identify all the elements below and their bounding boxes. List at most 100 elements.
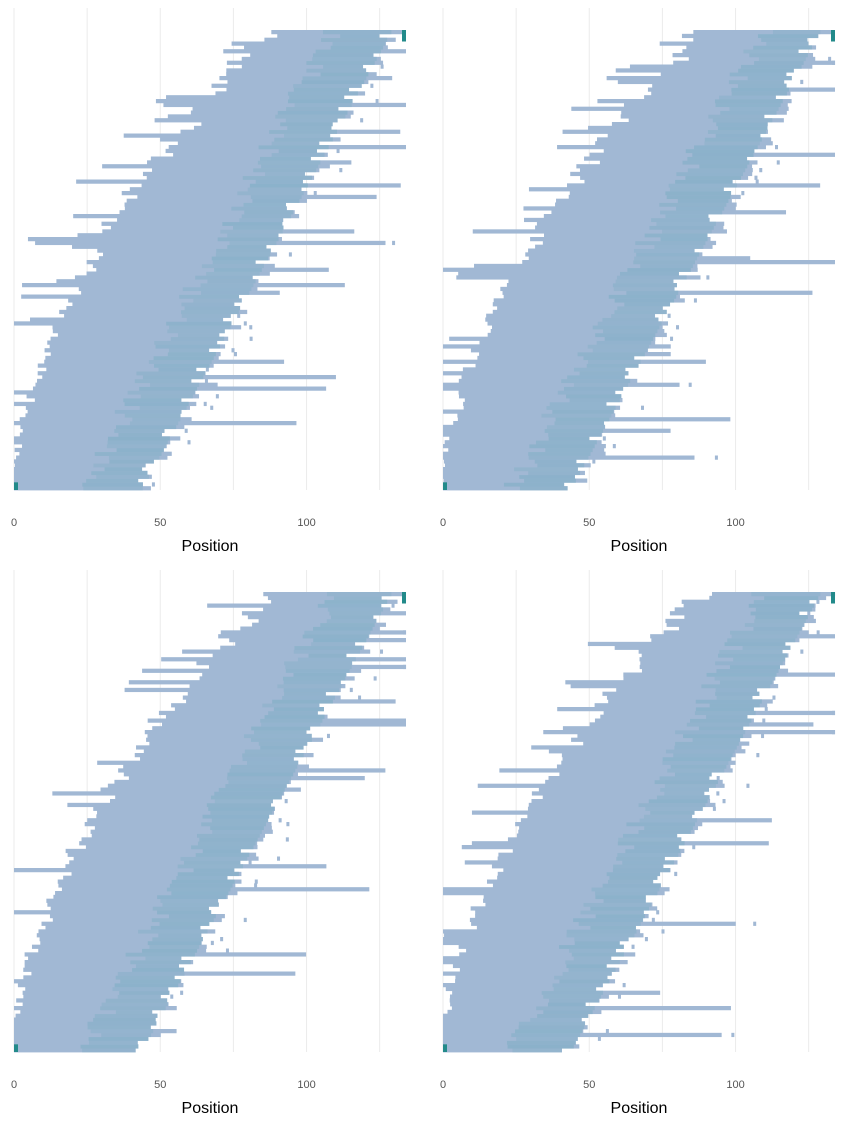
heatmap-row	[463, 401, 607, 407]
heatmap-band	[627, 267, 691, 272]
heatmap-row	[660, 72, 787, 77]
heatmap-band	[260, 745, 304, 750]
heatmap-band	[648, 799, 708, 804]
heatmap-cell	[254, 883, 258, 888]
heatmap-row	[126, 198, 308, 203]
heatmap-row	[56, 279, 259, 284]
heatmap-cell	[237, 313, 241, 318]
heatmap-row	[447, 1009, 602, 1015]
heatmap-band	[225, 783, 287, 788]
heatmap-band	[569, 398, 620, 403]
heatmap-cell	[597, 1036, 601, 1041]
heatmap-band	[662, 756, 731, 762]
heatmap-band	[87, 1021, 157, 1026]
heatmap-row	[73, 214, 300, 219]
heatmap-band	[660, 787, 710, 792]
heatmap-row	[117, 217, 284, 223]
heatmap-band	[708, 114, 765, 119]
heatmap-cell	[612, 444, 616, 449]
heatmap-row	[101, 221, 283, 226]
heatmap-band	[730, 630, 800, 635]
heatmap-row	[134, 753, 314, 758]
heatmap-band	[129, 421, 179, 426]
heatmap-band	[220, 229, 283, 234]
heatmap-band	[738, 68, 794, 73]
heatmap-band	[755, 607, 813, 612]
heatmap-row	[444, 463, 591, 468]
heatmap-band	[155, 344, 221, 349]
heatmap-row	[629, 64, 813, 69]
heatmap-band	[166, 321, 232, 326]
heatmap-band	[685, 175, 741, 180]
heatmap-row	[542, 240, 717, 246]
heatmap-row	[580, 175, 749, 180]
heatmap-row	[37, 363, 214, 368]
heatmap-cell	[753, 921, 757, 926]
heatmap-band	[753, 626, 802, 631]
heatmap-row	[512, 848, 685, 854]
heatmap-band	[677, 198, 729, 203]
heatmap-band	[535, 440, 597, 445]
x-tick-label: 0	[11, 517, 17, 529]
heatmap-band	[284, 133, 331, 138]
heatmap-band	[331, 615, 374, 620]
heatmap-panel-top-right: 0 50 100 Position	[429, 0, 858, 562]
heatmap-row	[123, 133, 331, 138]
heatmap-band	[285, 664, 352, 670]
heatmap-band	[715, 102, 781, 108]
heatmap-band	[753, 599, 810, 604]
heatmap-row	[459, 967, 620, 972]
heatmap-row	[544, 233, 708, 238]
heatmap-band	[117, 971, 185, 976]
heatmap-row	[461, 375, 625, 380]
heatmap-band	[252, 198, 300, 203]
heatmap-band	[167, 352, 216, 357]
heatmap-band	[153, 355, 214, 361]
heatmap-cell	[373, 676, 377, 681]
heatmap-band	[595, 332, 656, 338]
heatmap-band	[278, 148, 317, 154]
heatmap-row	[196, 661, 353, 666]
heatmap-band	[243, 733, 312, 739]
heatmap-row	[177, 141, 320, 146]
heatmap-band	[106, 444, 166, 449]
heatmap-row	[209, 664, 406, 670]
heatmap-cell	[832, 730, 836, 735]
heatmap-band	[552, 409, 614, 414]
heatmap-band	[152, 906, 209, 911]
heatmap-row	[448, 447, 605, 453]
x-tick-label: 50	[154, 1079, 166, 1091]
heatmap-row	[22, 990, 170, 995]
heatmap-band	[511, 1032, 581, 1038]
heatmap-row	[46, 367, 197, 372]
heatmap-band	[226, 776, 292, 781]
heatmap-cell	[243, 321, 247, 326]
heatmap-row	[443, 887, 670, 892]
heatmap-band	[107, 440, 168, 445]
heatmap-band	[250, 737, 312, 742]
heatmap-row	[443, 409, 615, 414]
heatmap-row	[491, 864, 664, 869]
heatmap-cell	[285, 837, 289, 842]
heatmap-band	[228, 779, 289, 785]
heatmap-row	[25, 405, 190, 410]
heatmap-band	[549, 401, 607, 407]
heatmap-row	[14, 1048, 136, 1053]
heatmap-cell	[759, 168, 763, 173]
heatmap-band	[90, 1029, 154, 1034]
heatmap-row	[28, 956, 182, 961]
heatmap-band	[107, 436, 170, 441]
heatmap-band	[237, 191, 304, 196]
heatmap-row	[49, 344, 226, 349]
heatmap-row	[76, 179, 303, 184]
heatmap-band	[622, 833, 678, 838]
heatmap-band	[603, 898, 646, 903]
heatmap-band	[210, 810, 273, 815]
heatmap-band	[662, 760, 729, 765]
heatmap-cell	[674, 871, 678, 877]
heatmap-row	[20, 1009, 153, 1015]
heatmap-band	[211, 818, 269, 823]
heatmap-band	[330, 45, 384, 50]
heatmap-band	[518, 1021, 586, 1026]
heatmap-cell	[761, 733, 765, 739]
